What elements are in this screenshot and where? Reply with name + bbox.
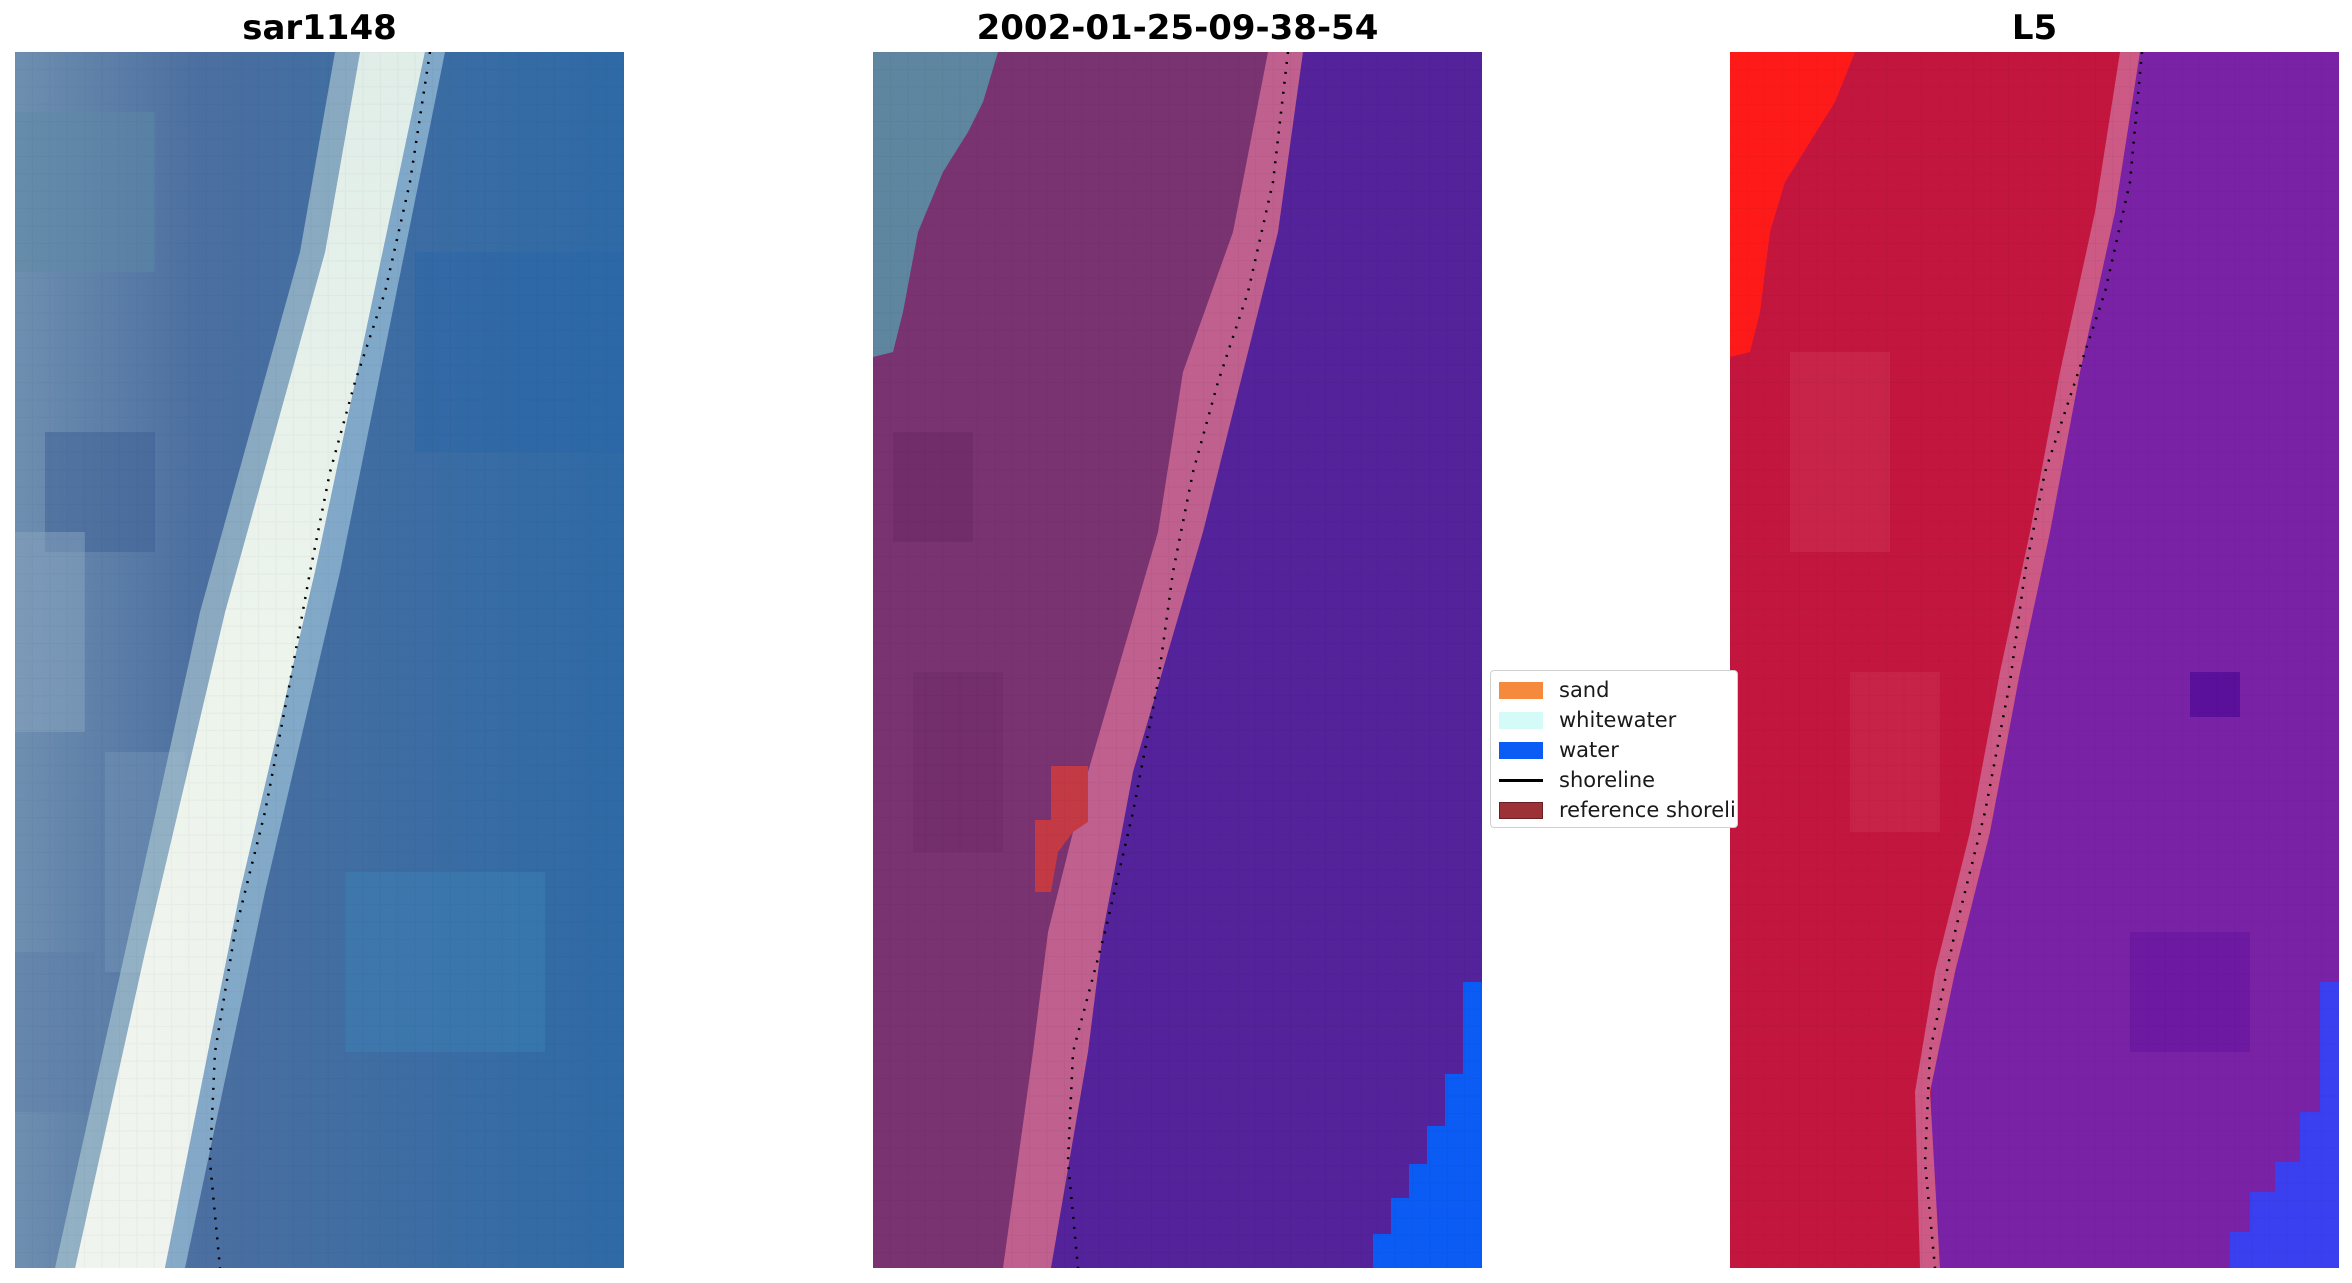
classified-panel [873, 52, 1482, 1268]
legend: sand whitewater water shoreline referenc… [1490, 670, 1738, 828]
panel-title-rgb: sar1148 [242, 8, 397, 48]
legend-item-sand: sand [1499, 675, 1609, 705]
reference-shoreline-swatch [1499, 801, 1543, 819]
water-swatch [1499, 741, 1543, 759]
legend-label: reference shoreline [1559, 798, 1737, 822]
legend-label: water [1559, 738, 1619, 762]
rgb-image [15, 52, 624, 1268]
classified-image [873, 52, 1482, 1268]
index-panel [1730, 52, 2339, 1268]
whitewater-swatch [1499, 711, 1543, 729]
legend-label: whitewater [1559, 708, 1677, 732]
legend-label: shoreline [1559, 768, 1656, 792]
sand-swatch [1499, 681, 1543, 699]
legend-item-reference-shoreline: reference shoreline [1499, 795, 1737, 825]
legend-item-water: water [1499, 735, 1619, 765]
legend-item-whitewater: whitewater [1499, 705, 1676, 735]
rgb-image-panel [15, 52, 624, 1268]
shoreline-line [208, 52, 432, 1268]
shoreline-line [1923, 52, 2144, 1268]
panel-title-classified: 2002-01-25-09-38-54 [976, 8, 1379, 48]
panel-title-index: L5 [2011, 8, 2058, 48]
index-image [1730, 52, 2339, 1268]
legend-item-shoreline: shoreline [1499, 765, 1655, 795]
legend-label: sand [1559, 678, 1610, 702]
shoreline-line-swatch [1499, 778, 1543, 782]
